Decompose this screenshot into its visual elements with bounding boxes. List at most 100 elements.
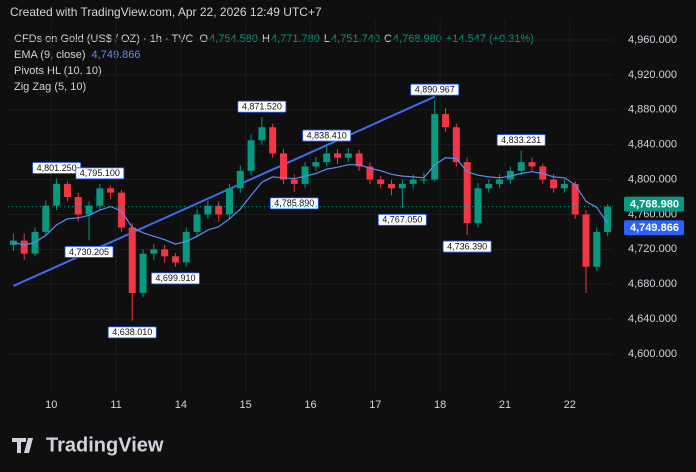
legend-text: 4,768.980 <box>393 33 442 45</box>
pivot-box <box>302 129 352 142</box>
candle-body <box>517 162 525 171</box>
candle-body <box>344 153 352 158</box>
candle-body <box>236 170 244 189</box>
candle-body <box>442 114 450 128</box>
price-tag-label: 4,768.980 <box>630 199 679 211</box>
candle-body <box>420 179 428 181</box>
candle-body <box>550 179 558 189</box>
y-tick-label: 4,880.000 <box>628 104 677 116</box>
x-tick-label: 16 <box>304 399 316 411</box>
candle-body <box>355 153 363 167</box>
pivot-label: 4,785.890 <box>274 198 314 208</box>
price-tag-label: 4,749.866 <box>630 222 679 234</box>
candle-body <box>582 214 590 267</box>
candle-body <box>366 166 374 180</box>
price-tag <box>624 196 684 212</box>
candle-body <box>225 188 233 215</box>
x-tick-label: 11 <box>110 399 121 411</box>
candle-body <box>269 127 277 154</box>
candle-body <box>161 249 169 257</box>
pivot-label: 4,638.010 <box>112 327 152 337</box>
candle-body <box>171 256 179 263</box>
y-tick-label: 4,960.000 <box>628 34 677 46</box>
logo-icon <box>12 438 33 453</box>
candle-body <box>139 253 147 293</box>
candle-body <box>312 162 320 167</box>
x-tick-label: 22 <box>564 399 576 411</box>
pivot-box <box>107 326 157 339</box>
x-tick-label: 15 <box>240 399 252 411</box>
legend-text: O <box>200 33 209 45</box>
candle-body <box>474 188 482 224</box>
pivot-label: 4,838.410 <box>307 130 347 140</box>
candle-body <box>593 231 601 267</box>
price-tag <box>624 220 684 236</box>
legend-text: 4,751.740 <box>331 33 380 45</box>
candle-body <box>506 170 514 180</box>
pivot-box <box>442 240 492 253</box>
candle-body <box>604 206 612 232</box>
candle-body <box>74 197 82 215</box>
candle-body <box>528 162 536 167</box>
candle-body <box>204 205 212 215</box>
y-tick-label: 4,680.000 <box>628 278 677 290</box>
pivot-label: 4,736.390 <box>447 241 487 251</box>
candle-body <box>215 205 223 215</box>
pivot-box <box>377 213 427 226</box>
legend-text: L <box>324 33 330 45</box>
candle-body <box>63 183 71 197</box>
pivot-box <box>269 197 319 210</box>
candle-body <box>117 192 125 228</box>
candle-body <box>571 183 579 215</box>
candle-body <box>20 240 28 254</box>
candle-body <box>388 183 396 189</box>
pivot-box <box>237 100 287 113</box>
footer-text: TradingView <box>46 434 164 456</box>
candle-body <box>431 114 439 180</box>
pivot-box <box>151 272 200 285</box>
pivot-label: 4,833.231 <box>501 135 541 145</box>
candle-body <box>398 183 406 189</box>
x-tick-label: 18 <box>434 399 446 411</box>
y-tick-label: 4,600.000 <box>628 348 677 360</box>
pivot-label: 4,730.205 <box>69 247 109 257</box>
candle-body <box>452 127 460 163</box>
pivot-box <box>64 246 114 258</box>
pivot-label: 4,699.910 <box>155 273 195 283</box>
pivot-label: 4,801.250 <box>37 163 77 173</box>
legend-text: +14.547 (+0.31%) <box>446 33 534 45</box>
candle-body <box>150 249 158 254</box>
candle-body <box>323 153 331 163</box>
candle-body <box>301 166 309 184</box>
x-tick-label: 14 <box>175 399 187 411</box>
x-tick-label: 10 <box>45 399 57 411</box>
legend-text: Zig Zag (5, 10) <box>14 81 86 93</box>
candle-body <box>377 179 385 184</box>
candle-body <box>53 183 61 206</box>
x-tick-label: 21 <box>499 399 511 411</box>
candle-body <box>96 188 104 206</box>
y-tick-label: 4,920.000 <box>628 69 677 81</box>
candle-body <box>128 227 136 293</box>
candle-body <box>258 127 266 141</box>
candle-body <box>496 179 504 184</box>
y-tick-label: 4,720.000 <box>628 243 677 255</box>
pivot-box <box>410 83 460 96</box>
candle-body <box>42 205 50 232</box>
candle-body <box>279 153 287 180</box>
candle-body <box>107 188 115 193</box>
candle-body <box>409 179 417 184</box>
y-tick-label: 4,640.000 <box>628 313 677 325</box>
pivot-box <box>496 134 546 146</box>
pivot-box <box>75 167 125 180</box>
candle-body <box>247 140 255 171</box>
candle-body <box>182 231 190 263</box>
legend-text: 4,754.580 <box>209 33 258 45</box>
y-tick-label: 4,840.000 <box>628 139 677 151</box>
legend-text: EMA (9, close) <box>14 49 86 61</box>
candle-body <box>560 183 568 189</box>
candle-body <box>85 205 93 215</box>
